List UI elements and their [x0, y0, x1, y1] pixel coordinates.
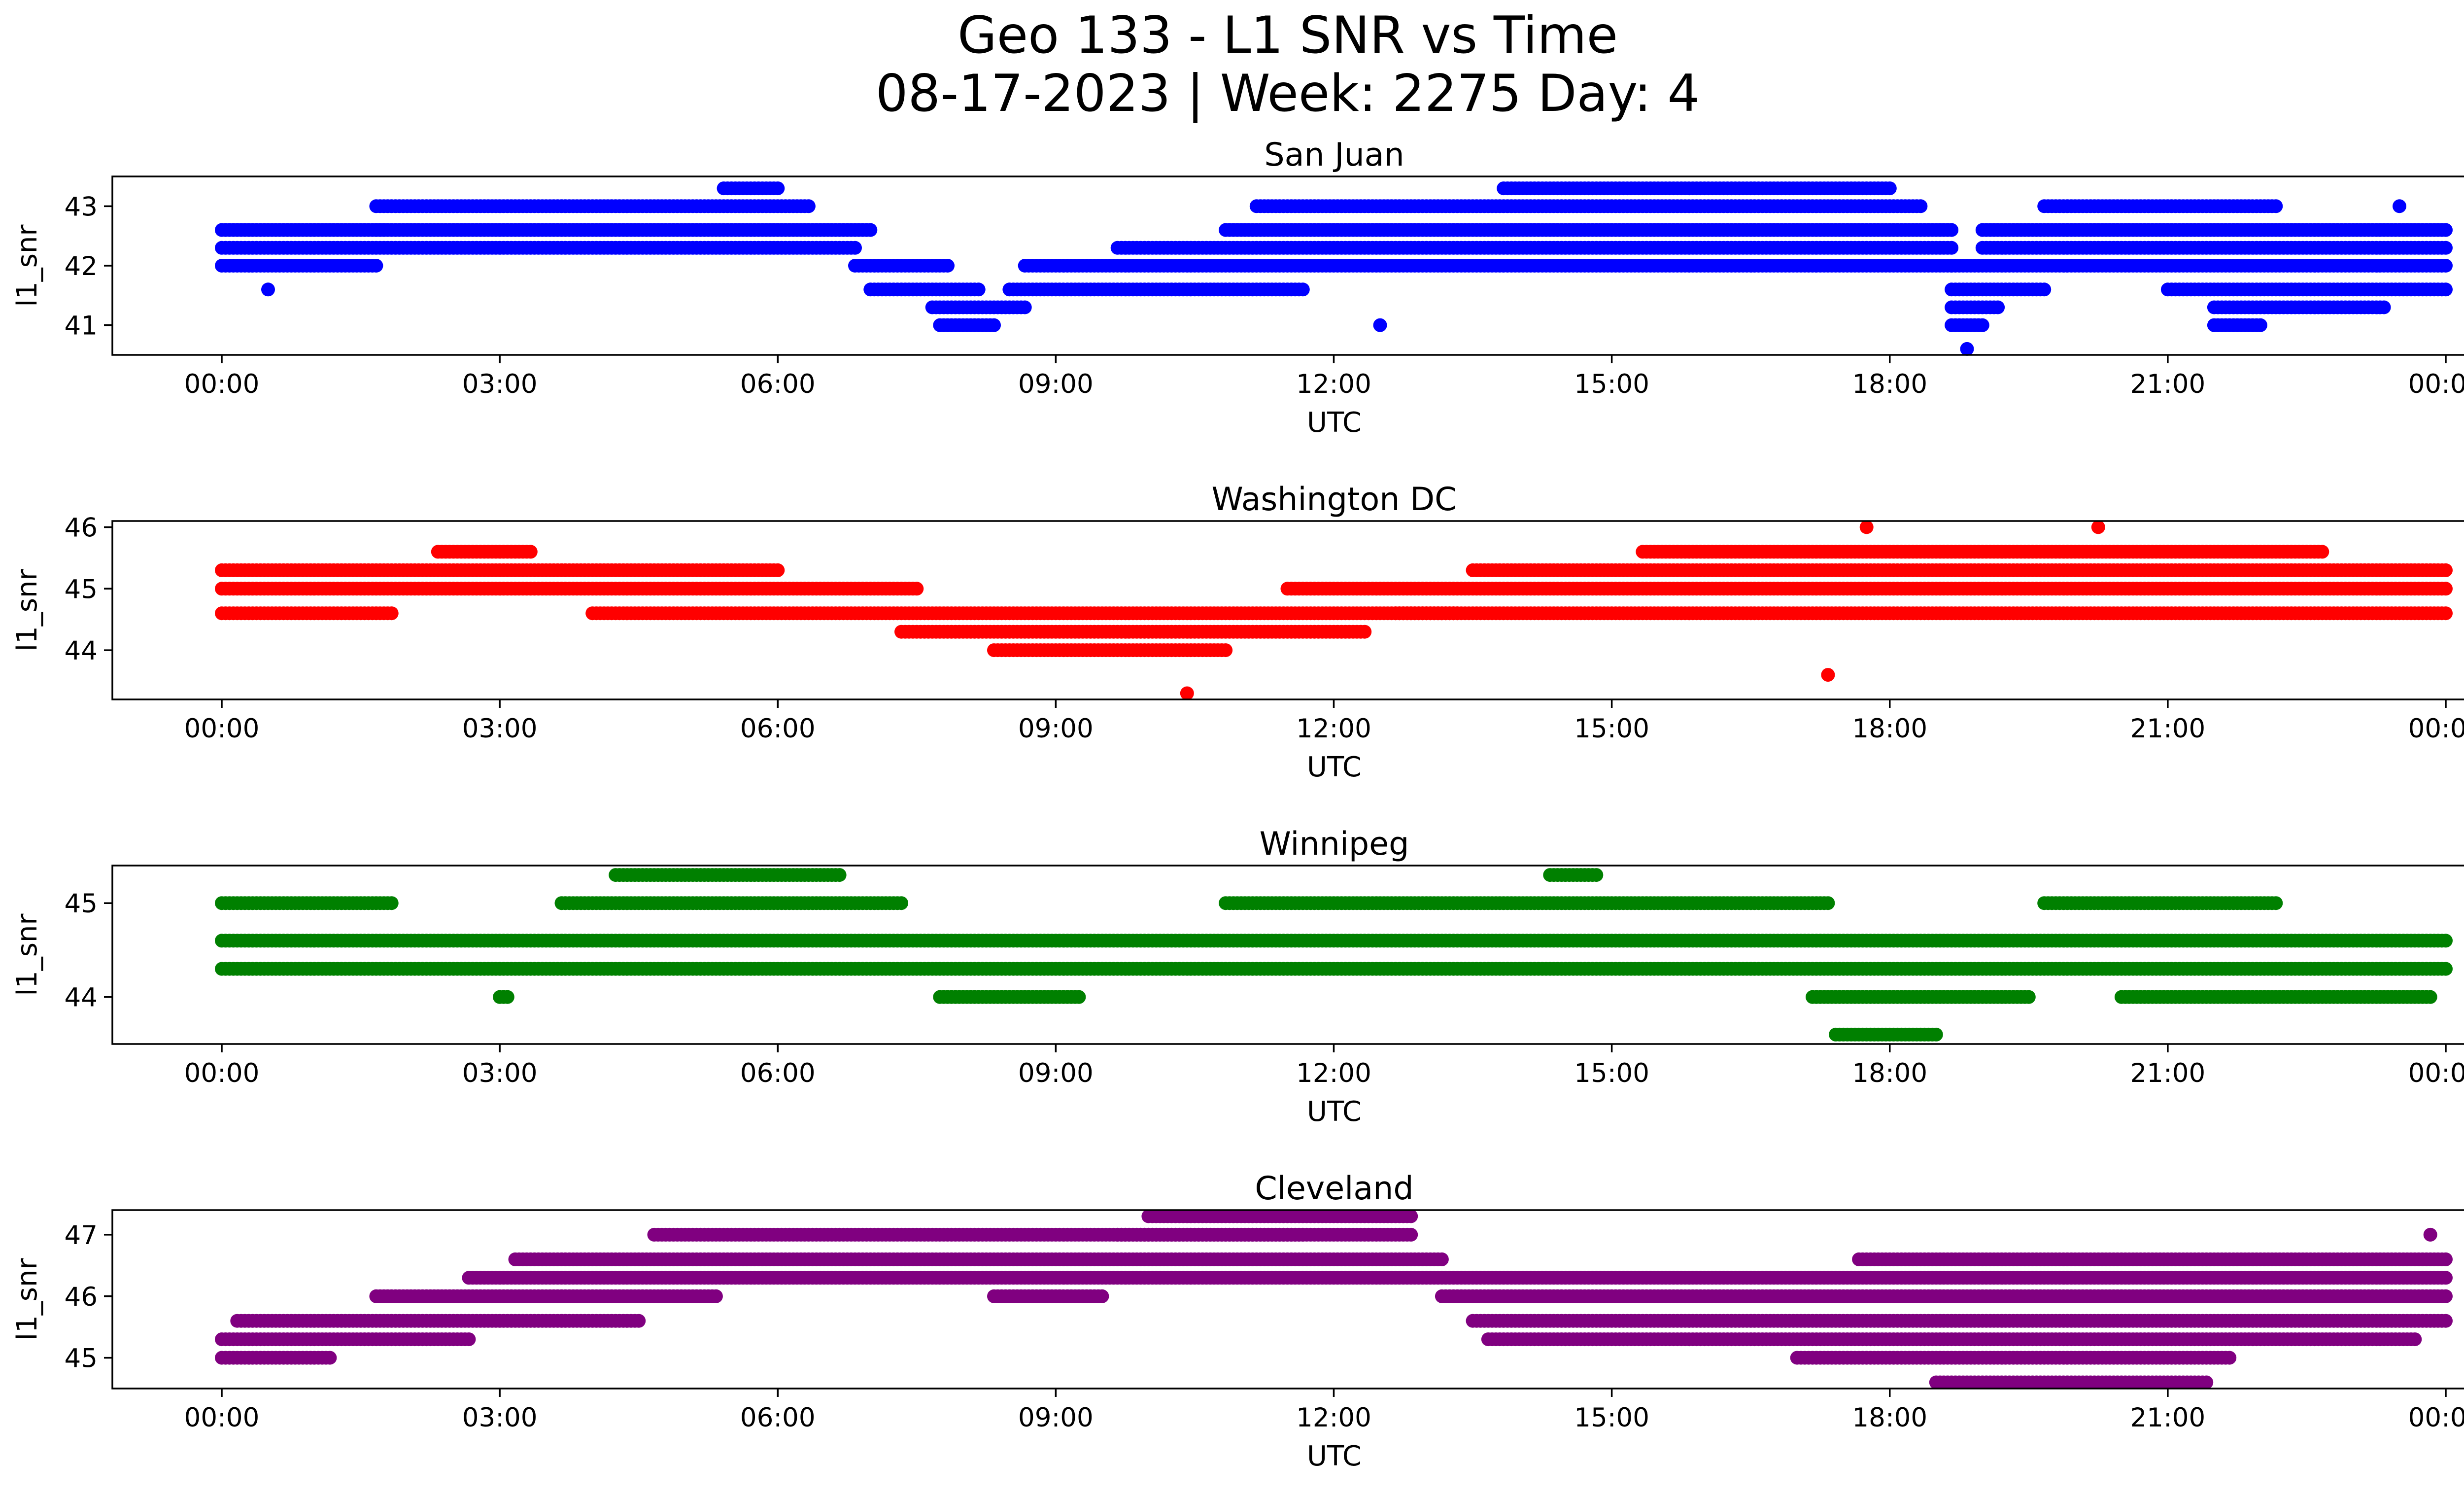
x-tick-label: 15:00 [1574, 714, 1649, 744]
data-point [523, 545, 538, 559]
x-tick-label: 21:00 [2130, 714, 2206, 744]
data-point [2439, 582, 2453, 596]
y-tick-label: 41 [65, 311, 98, 341]
washington-dc-title: Washington DC [1211, 481, 1457, 518]
data-point [1882, 181, 1897, 196]
data-point [971, 282, 986, 297]
data-point [1975, 318, 1989, 332]
data-point [2377, 300, 2391, 314]
figure-title-line1: Geo 133 - L1 SNR vs Time [958, 6, 1618, 65]
data-point [1821, 668, 1835, 682]
winnipeg-title: Winnipeg [1260, 826, 1409, 863]
washington-dc-y-axis-label: l1_snr [11, 569, 43, 652]
data-point [1219, 643, 1233, 658]
data-point [941, 259, 955, 273]
data-point [987, 318, 1001, 332]
data-point [2439, 282, 2453, 297]
data-point [1859, 520, 1874, 534]
data-point [1914, 199, 1928, 213]
data-point [2253, 318, 2267, 332]
data-point [801, 199, 816, 213]
y-tick-label: 45 [65, 574, 98, 604]
x-tick-label: 03:00 [462, 714, 538, 744]
data-point [910, 582, 924, 596]
data-point [2439, 241, 2453, 255]
x-tick-label: 12:00 [1296, 714, 1371, 744]
data-point [1945, 241, 1959, 255]
x-tick-label: 09:00 [1018, 714, 1094, 744]
data-point [1296, 282, 1310, 297]
x-tick-label: 09:00 [1018, 369, 1094, 399]
x-tick-label: 00:00 [184, 369, 260, 399]
san-juan-x-axis-label: UTC [1307, 407, 1362, 439]
data-point [2439, 606, 2453, 621]
y-tick-label: 44 [65, 636, 98, 666]
x-tick-label: 00:00 [2408, 714, 2464, 744]
x-tick-label: 06:00 [740, 714, 816, 744]
washington-dc-x-axis-label: UTC [1307, 751, 1362, 783]
x-tick-label: 00:00 [184, 714, 260, 744]
data-point [2439, 934, 2453, 948]
data-point [1945, 223, 1959, 237]
y-tick-label: 43 [65, 192, 98, 222]
y-tick-label: 42 [65, 251, 98, 281]
x-tick-label: 00:00 [2408, 369, 2464, 399]
x-tick-label: 15:00 [1574, 369, 1649, 399]
data-point [384, 606, 399, 621]
x-tick-label: 18:00 [1852, 714, 1927, 744]
data-point [2037, 282, 2052, 297]
data-point [771, 563, 785, 577]
data-point [1373, 318, 1387, 332]
x-tick-label: 12:00 [1296, 369, 1371, 399]
data-point [261, 282, 275, 297]
data-point [2439, 223, 2453, 237]
data-point [2439, 259, 2453, 273]
data-point [1358, 625, 1372, 639]
x-tick-label: 06:00 [740, 369, 816, 399]
data-point [863, 223, 878, 237]
x-tick-label: 21:00 [2130, 369, 2206, 399]
data-point [2269, 199, 2283, 213]
data-point [1180, 686, 1194, 700]
x-tick-label: 18:00 [1852, 369, 1927, 399]
data-point [2091, 520, 2105, 534]
data-point [369, 259, 383, 273]
panel-san-juan: San Juan 00:00 03:00 06:00 09:00 12:00 15:00 18… [11, 137, 2464, 439]
data-point [2315, 545, 2329, 559]
data-point [848, 241, 862, 255]
san-juan-title: San Juan [1264, 137, 1404, 174]
x-tick-label: 03:00 [462, 369, 538, 399]
san-juan-points [215, 181, 2453, 356]
y-tick-label: 46 [65, 513, 98, 543]
figure-title-line2: 08-17-2023 | Week: 2275 Day: 4 [876, 64, 1700, 123]
data-point [1018, 300, 1032, 314]
data-point [1991, 300, 2005, 314]
data-point [1960, 342, 1974, 356]
data-point [771, 181, 785, 196]
data-point [2393, 199, 2406, 213]
san-juan-y-axis-label: l1_snr [11, 224, 43, 307]
data-point [2439, 563, 2453, 577]
